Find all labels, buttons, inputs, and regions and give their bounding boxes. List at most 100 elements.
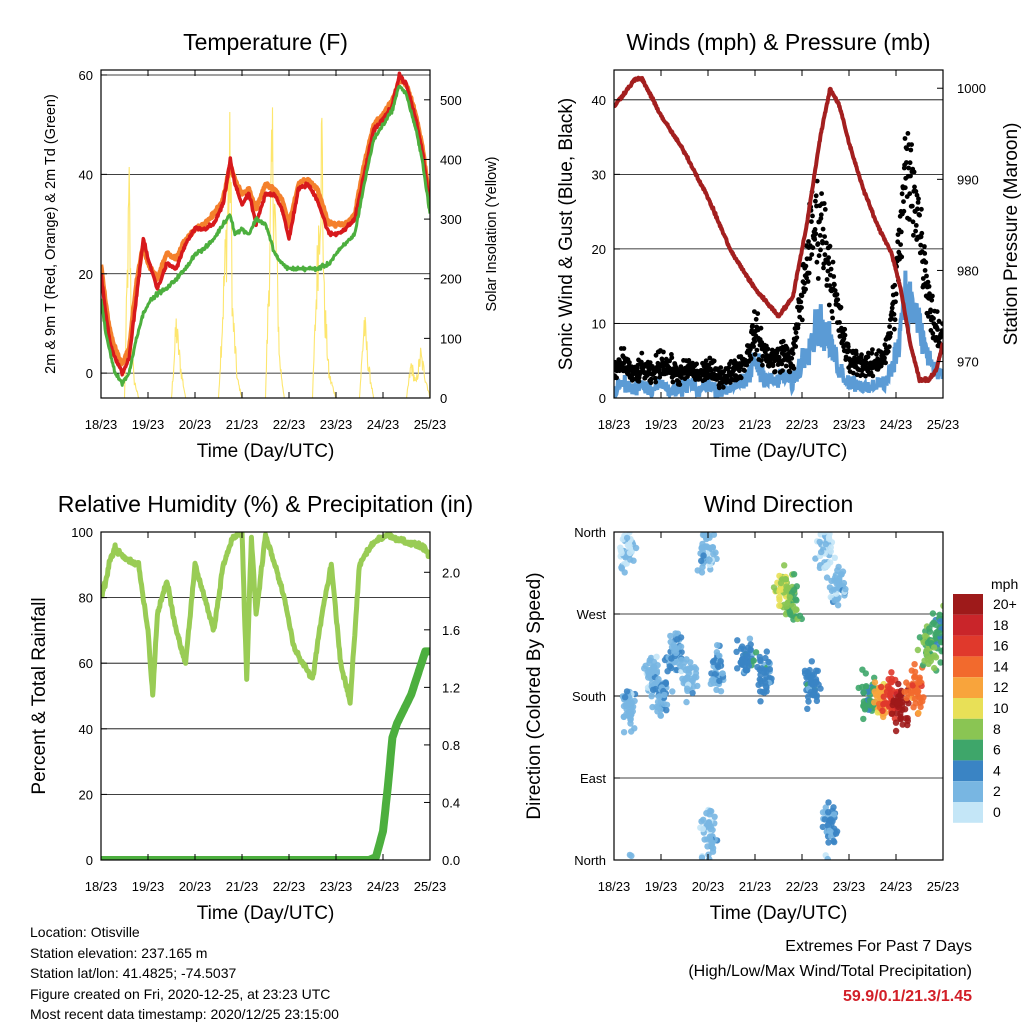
gust-point <box>915 200 921 205</box>
gust-point <box>901 208 907 214</box>
y-tick-label: 100 <box>71 525 93 540</box>
legend-swatch <box>953 635 983 657</box>
gust-point <box>807 256 813 261</box>
x-tick-label: 18/23 <box>85 417 118 432</box>
gust-point <box>834 292 840 297</box>
x-tick-label: 21/23 <box>739 417 772 432</box>
gust-point <box>803 263 809 269</box>
legend-swatch <box>953 760 983 782</box>
y-tick-label: 0 <box>599 391 606 406</box>
x-tick-label: 23/23 <box>833 879 866 894</box>
direction-point <box>804 693 812 700</box>
gust-point <box>925 279 931 285</box>
gust-point <box>915 206 920 212</box>
direction-point <box>706 556 713 564</box>
gust-point <box>799 317 805 323</box>
direction-point <box>624 541 632 549</box>
legend-swatch <box>953 698 983 719</box>
gust-point <box>913 189 919 194</box>
direction-point <box>830 811 838 818</box>
gust-point <box>899 191 905 197</box>
x-tick-label: 21/23 <box>226 417 259 432</box>
gust-point <box>648 376 654 382</box>
direction-point <box>707 807 714 815</box>
direction-point <box>931 644 938 651</box>
direction-point <box>750 657 757 664</box>
direction-point <box>757 658 764 665</box>
gust-point <box>895 232 901 238</box>
direction-point <box>756 666 763 673</box>
gust-point <box>752 339 758 344</box>
gust-point <box>878 363 884 369</box>
gust-point <box>647 360 653 365</box>
direction-point <box>824 561 831 569</box>
direction-point <box>812 555 819 562</box>
gust-point <box>824 240 829 246</box>
y-tick-label: West <box>577 607 607 622</box>
legend-label: 6 <box>993 742 1001 758</box>
x-tick-label: 24/23 <box>367 879 400 894</box>
direction-point <box>813 697 821 705</box>
gust-point <box>780 338 786 344</box>
gust-point <box>916 196 921 202</box>
direction-point <box>871 679 879 686</box>
humidity-precip-chart: Relative Humidity (%) & Precipitation (i… <box>29 491 473 924</box>
gust-point <box>935 327 940 332</box>
direction-point <box>684 685 691 692</box>
gust-point <box>791 366 797 371</box>
gust-point <box>669 355 675 361</box>
gust-point <box>793 344 799 349</box>
gust-point <box>899 254 905 260</box>
direction-point <box>804 673 811 680</box>
x-tick-label: 25/23 <box>927 417 960 432</box>
direction-point <box>826 817 833 824</box>
direction-point <box>824 822 831 829</box>
y-right-tick-label: 1000 <box>957 81 986 96</box>
gust-point <box>922 268 928 273</box>
y-right-tick-label: 300 <box>440 212 462 227</box>
direction-point <box>698 854 706 860</box>
legend-label: 10 <box>993 700 1009 716</box>
gust-point <box>893 291 899 297</box>
x-tick-label: 24/23 <box>367 417 400 432</box>
y-right-tick-label: 0.8 <box>442 738 460 753</box>
direction-point <box>818 548 825 556</box>
direction-point <box>685 667 692 674</box>
direction-point <box>715 663 722 671</box>
gust-point <box>926 284 932 289</box>
legend-label: 16 <box>993 638 1009 654</box>
x-tick-label: 20/23 <box>692 879 725 894</box>
y-tick-label: North <box>574 853 606 868</box>
gust-point <box>818 212 824 218</box>
direction-point <box>620 702 628 710</box>
gust-point <box>909 142 914 148</box>
gust-point <box>819 191 824 197</box>
direction-point <box>646 659 653 667</box>
direction-point <box>832 574 839 581</box>
gust-point <box>842 326 848 332</box>
direction-point <box>878 683 885 691</box>
direction-point <box>895 680 902 688</box>
direction-point <box>915 709 922 717</box>
direction-point <box>746 635 754 642</box>
direction-point <box>862 670 869 677</box>
direction-point <box>763 648 770 655</box>
x-tick-label: 24/23 <box>880 417 913 432</box>
gust-point <box>744 362 750 368</box>
gust-point <box>670 379 676 385</box>
gust-point <box>694 361 699 367</box>
direction-point <box>915 693 922 700</box>
direction-point <box>630 557 637 564</box>
direction-point <box>765 658 772 666</box>
gust-point <box>907 217 912 222</box>
direction-point <box>620 729 628 736</box>
gust-point <box>812 237 818 242</box>
legend-label: 14 <box>993 658 1009 674</box>
direction-point <box>709 845 717 852</box>
gust-point <box>902 136 908 141</box>
x-tick-label: 19/23 <box>645 879 678 894</box>
y-right-tick-label: 500 <box>440 93 462 108</box>
direction-point <box>623 534 631 542</box>
direction-point <box>654 662 661 669</box>
direction-point <box>653 653 660 660</box>
